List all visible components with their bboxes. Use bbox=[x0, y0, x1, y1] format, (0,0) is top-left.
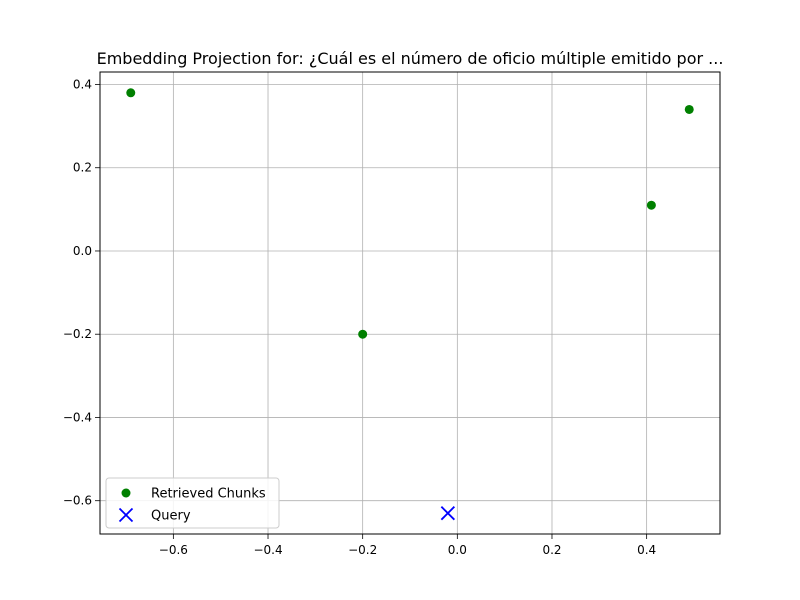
chart-title: Embedding Projection for: ¿Cuál es el nú… bbox=[97, 49, 724, 68]
x-tick-label: 0.4 bbox=[637, 543, 656, 557]
retrieved-chunk-point bbox=[358, 329, 368, 339]
legend-label: Retrieved Chunks bbox=[151, 487, 266, 502]
axes: −0.6 −0.4 −0.2 0.0 0.2 0.4 −0.6 −0.4 −0.2 0.0 0.2 0… bbox=[63, 77, 656, 557]
y-tick-label: −0.2 bbox=[63, 327, 92, 341]
x-tick-label: −0.2 bbox=[348, 543, 377, 557]
query-point bbox=[440, 506, 455, 521]
legend-box bbox=[105, 477, 280, 529]
y-tick-label: −0.6 bbox=[63, 494, 92, 508]
legend-chunk-marker bbox=[121, 488, 131, 498]
retrieved-chunk-point bbox=[646, 200, 656, 210]
x-tick-label: −0.4 bbox=[253, 543, 282, 557]
query-point-stroke bbox=[440, 506, 455, 521]
grid-lines bbox=[100, 72, 720, 534]
y-tick-label: −0.4 bbox=[63, 410, 92, 424]
plot-frame bbox=[99, 71, 721, 535]
legend-label: Query bbox=[151, 509, 191, 524]
retrieved-chunk-point bbox=[684, 104, 694, 114]
y-tick-label: 0.2 bbox=[73, 161, 92, 175]
y-tick-label: 0.0 bbox=[73, 244, 92, 258]
legend-query-marker bbox=[118, 507, 134, 523]
y-tick-label: 0.4 bbox=[73, 77, 92, 91]
legend-query-marker-stroke bbox=[118, 507, 134, 523]
x-tick-label: 0.0 bbox=[448, 543, 467, 557]
x-tick-label: 0.2 bbox=[542, 543, 561, 557]
data-points bbox=[126, 88, 694, 521]
legend: Retrieved Chunks Query bbox=[105, 477, 280, 529]
x-tick-label: −0.6 bbox=[159, 543, 188, 557]
retrieved-chunk-point bbox=[126, 88, 136, 98]
